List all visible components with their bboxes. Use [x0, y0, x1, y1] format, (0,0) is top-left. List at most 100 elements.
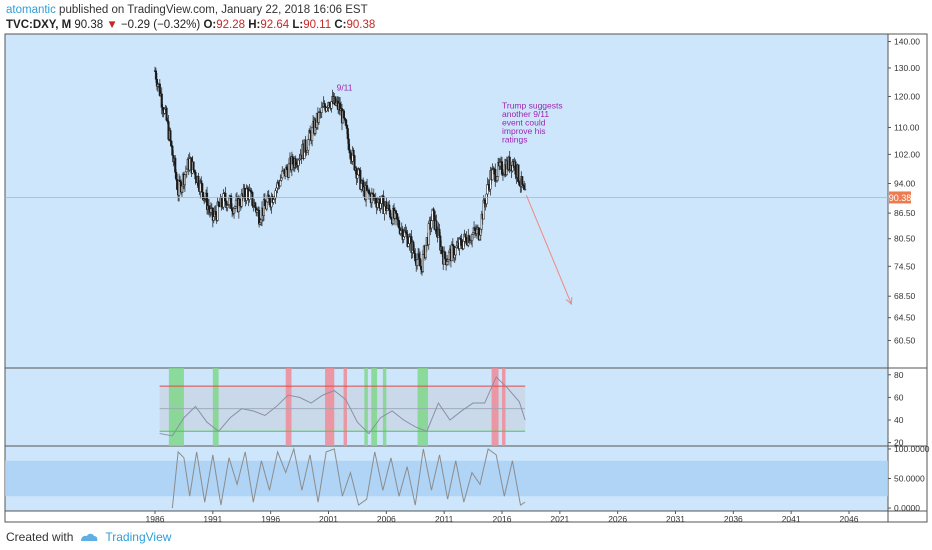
candle-body	[517, 164, 520, 182]
rsi-tick-label: 40	[894, 415, 904, 425]
candle-body	[212, 216, 215, 221]
candle-body	[446, 261, 449, 265]
candle-body	[419, 258, 422, 267]
rsi-overbought-zone	[325, 368, 335, 446]
last-price-label: 90.38	[889, 193, 912, 203]
candle-body	[335, 102, 338, 106]
candle-body	[272, 199, 275, 203]
rsi-tick-label: 60	[894, 392, 904, 402]
price-tick-label: 102.00	[894, 149, 920, 159]
candle-body	[317, 112, 320, 123]
candle-body	[438, 228, 441, 237]
publish-line: atomantic published on TradingView.com, …	[6, 3, 375, 18]
candle-body	[328, 102, 331, 107]
price-tick-label: 74.50	[894, 261, 916, 271]
candle-body	[514, 161, 517, 175]
tradingview-brand-link[interactable]: TradingView	[105, 530, 172, 544]
candle-body	[475, 229, 478, 235]
time-tick-label: 2031	[666, 514, 685, 524]
time-tick-label: 2036	[724, 514, 743, 524]
stoch-line	[171, 447, 526, 509]
candle-body	[323, 102, 326, 108]
tradingview-logo-icon[interactable]	[79, 531, 99, 543]
candle-body	[207, 205, 211, 210]
price-tick-label: 140.00	[894, 37, 920, 47]
rsi-overbought-zone	[491, 368, 499, 446]
candle-body	[447, 251, 451, 261]
candle-body	[446, 259, 450, 262]
candle-body	[376, 202, 379, 208]
candle-body	[222, 193, 225, 208]
candle-body	[386, 208, 389, 211]
candle-body	[486, 184, 489, 195]
candle-body	[214, 211, 217, 216]
candle-body	[419, 265, 423, 270]
candle-body	[248, 190, 251, 200]
stoch-tick-label: 50.0000	[894, 474, 925, 484]
price-tick-label: 64.50	[894, 313, 916, 323]
close-label: C:	[334, 19, 347, 31]
created-with-text: Created with	[6, 530, 74, 544]
candle-body	[499, 162, 502, 167]
candle-body	[444, 251, 447, 260]
candle-body	[243, 187, 246, 199]
candle-body	[231, 208, 234, 212]
candle-body	[494, 168, 497, 182]
candle-body	[238, 198, 241, 206]
candle-body	[217, 201, 220, 207]
rsi-oversold-zone	[364, 368, 368, 446]
candle-body	[306, 149, 309, 153]
candle-body	[320, 107, 323, 113]
candle-body	[228, 197, 231, 205]
candle-body	[478, 234, 481, 241]
candle-body	[473, 227, 477, 232]
candle-body	[388, 204, 391, 211]
rsi-tick-label: 20	[894, 438, 904, 448]
chart-header: atomantic published on TradingView.com, …	[6, 3, 375, 33]
time-tick-label: 2041	[782, 514, 801, 524]
price-pane-background	[5, 34, 888, 368]
candle-body	[311, 126, 314, 141]
annotation-trump: Trump suggests another 9/11 event could imp…	[502, 101, 563, 145]
candle-body	[183, 174, 186, 186]
candle-body	[394, 210, 398, 214]
candle-body	[344, 119, 347, 126]
candle-body	[345, 125, 348, 129]
candle-body	[424, 244, 427, 258]
candle-body	[460, 239, 463, 246]
candle-body	[220, 197, 223, 207]
candle-body	[360, 183, 363, 190]
candle-body	[170, 140, 173, 147]
candle-body	[524, 188, 527, 191]
candle-body	[521, 176, 524, 185]
candle-body	[161, 107, 164, 111]
candle-body	[245, 187, 248, 201]
candle-body	[421, 254, 425, 272]
candle-body	[485, 193, 488, 205]
candle-body	[193, 169, 196, 173]
candle-body	[408, 236, 411, 245]
projection-arrow-head	[565, 297, 573, 306]
author-link[interactable]: atomantic	[6, 4, 56, 16]
candle-body	[274, 190, 277, 199]
time-tick-label: 2026	[608, 514, 627, 524]
candle-body	[280, 177, 283, 181]
candle-body	[435, 220, 438, 233]
symbol-label[interactable]: TVC:DXY, M	[6, 19, 72, 31]
rsi-oversold-zone	[168, 368, 184, 446]
annotation-line: ratings	[502, 135, 528, 145]
candle-body	[399, 230, 402, 234]
candle-body	[454, 247, 457, 256]
time-tick-label: 2006	[377, 514, 396, 524]
annotation-line: another 9/11	[502, 109, 549, 119]
price-tick-label: 80.50	[894, 234, 916, 244]
candle-body	[286, 166, 289, 171]
candle-body	[479, 228, 482, 236]
candle-body	[175, 172, 178, 180]
candle-body	[197, 176, 200, 188]
candle-body	[349, 152, 352, 160]
candle-body	[455, 245, 458, 248]
candle-body	[389, 210, 392, 218]
last-price-text: 90.38	[74, 19, 104, 31]
